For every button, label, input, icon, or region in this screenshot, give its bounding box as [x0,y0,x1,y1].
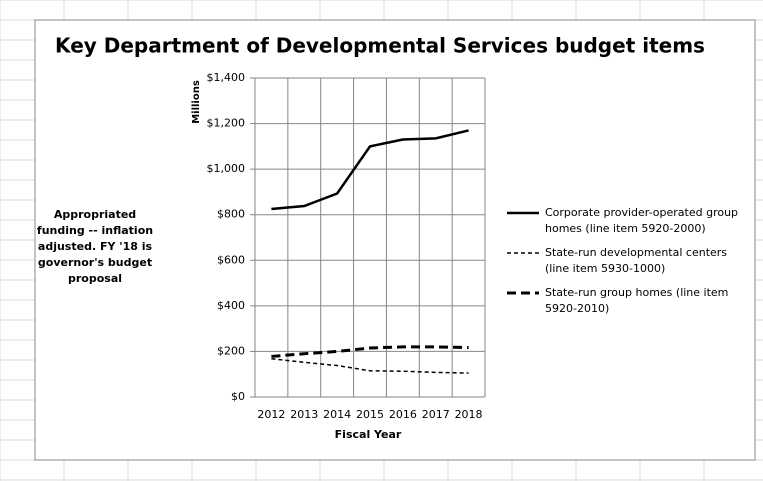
legend-label: Corporate provider-operated group homes … [545,206,739,235]
y-tick-label: $1,200 [207,117,246,130]
series-line [271,129,469,211]
chart-area [34,19,756,461]
y-tick-label: $400 [217,299,245,312]
legend-item: State-run group homes (line item 5920-20… [505,285,745,317]
y-tick-label: $200 [217,344,245,357]
annotation: Appropriated funding -- inflation adjust… [36,208,154,285]
x-tick-label: 2017 [422,408,450,421]
y-tick-label: $1,400 [207,71,246,84]
series-line [271,345,469,358]
x-tick-label: 2016 [389,408,417,421]
x-axis-label: Fiscal Year [335,428,402,441]
legend-label: State-run developmental centers (line it… [545,246,728,275]
series-line [271,357,469,374]
x-tick-label: 2013 [290,408,318,421]
legend-label: State-run group homes (line item 5920-20… [545,286,729,315]
x-tick-label: 2012 [257,408,285,421]
x-tick-label: 2018 [455,408,483,421]
y-tick-label: $800 [217,208,245,221]
legend-item: Corporate provider-operated group homes … [505,205,745,237]
legend-key [507,211,539,215]
chart-title: Key Department of Developmental Services… [55,34,705,58]
y-tick-label: $600 [217,253,245,266]
y-tick-label: $1,000 [207,162,246,175]
y-axis-label: Millions [191,80,202,124]
legend: Corporate provider-operated group homes … [505,205,745,325]
y-tick-label: $0 [231,390,245,403]
x-tick-label: 2015 [356,408,384,421]
legend-item: State-run developmental centers (line it… [505,245,745,277]
legend-key [507,291,539,295]
x-tick-label: 2014 [323,408,351,421]
legend-key [507,252,539,254]
